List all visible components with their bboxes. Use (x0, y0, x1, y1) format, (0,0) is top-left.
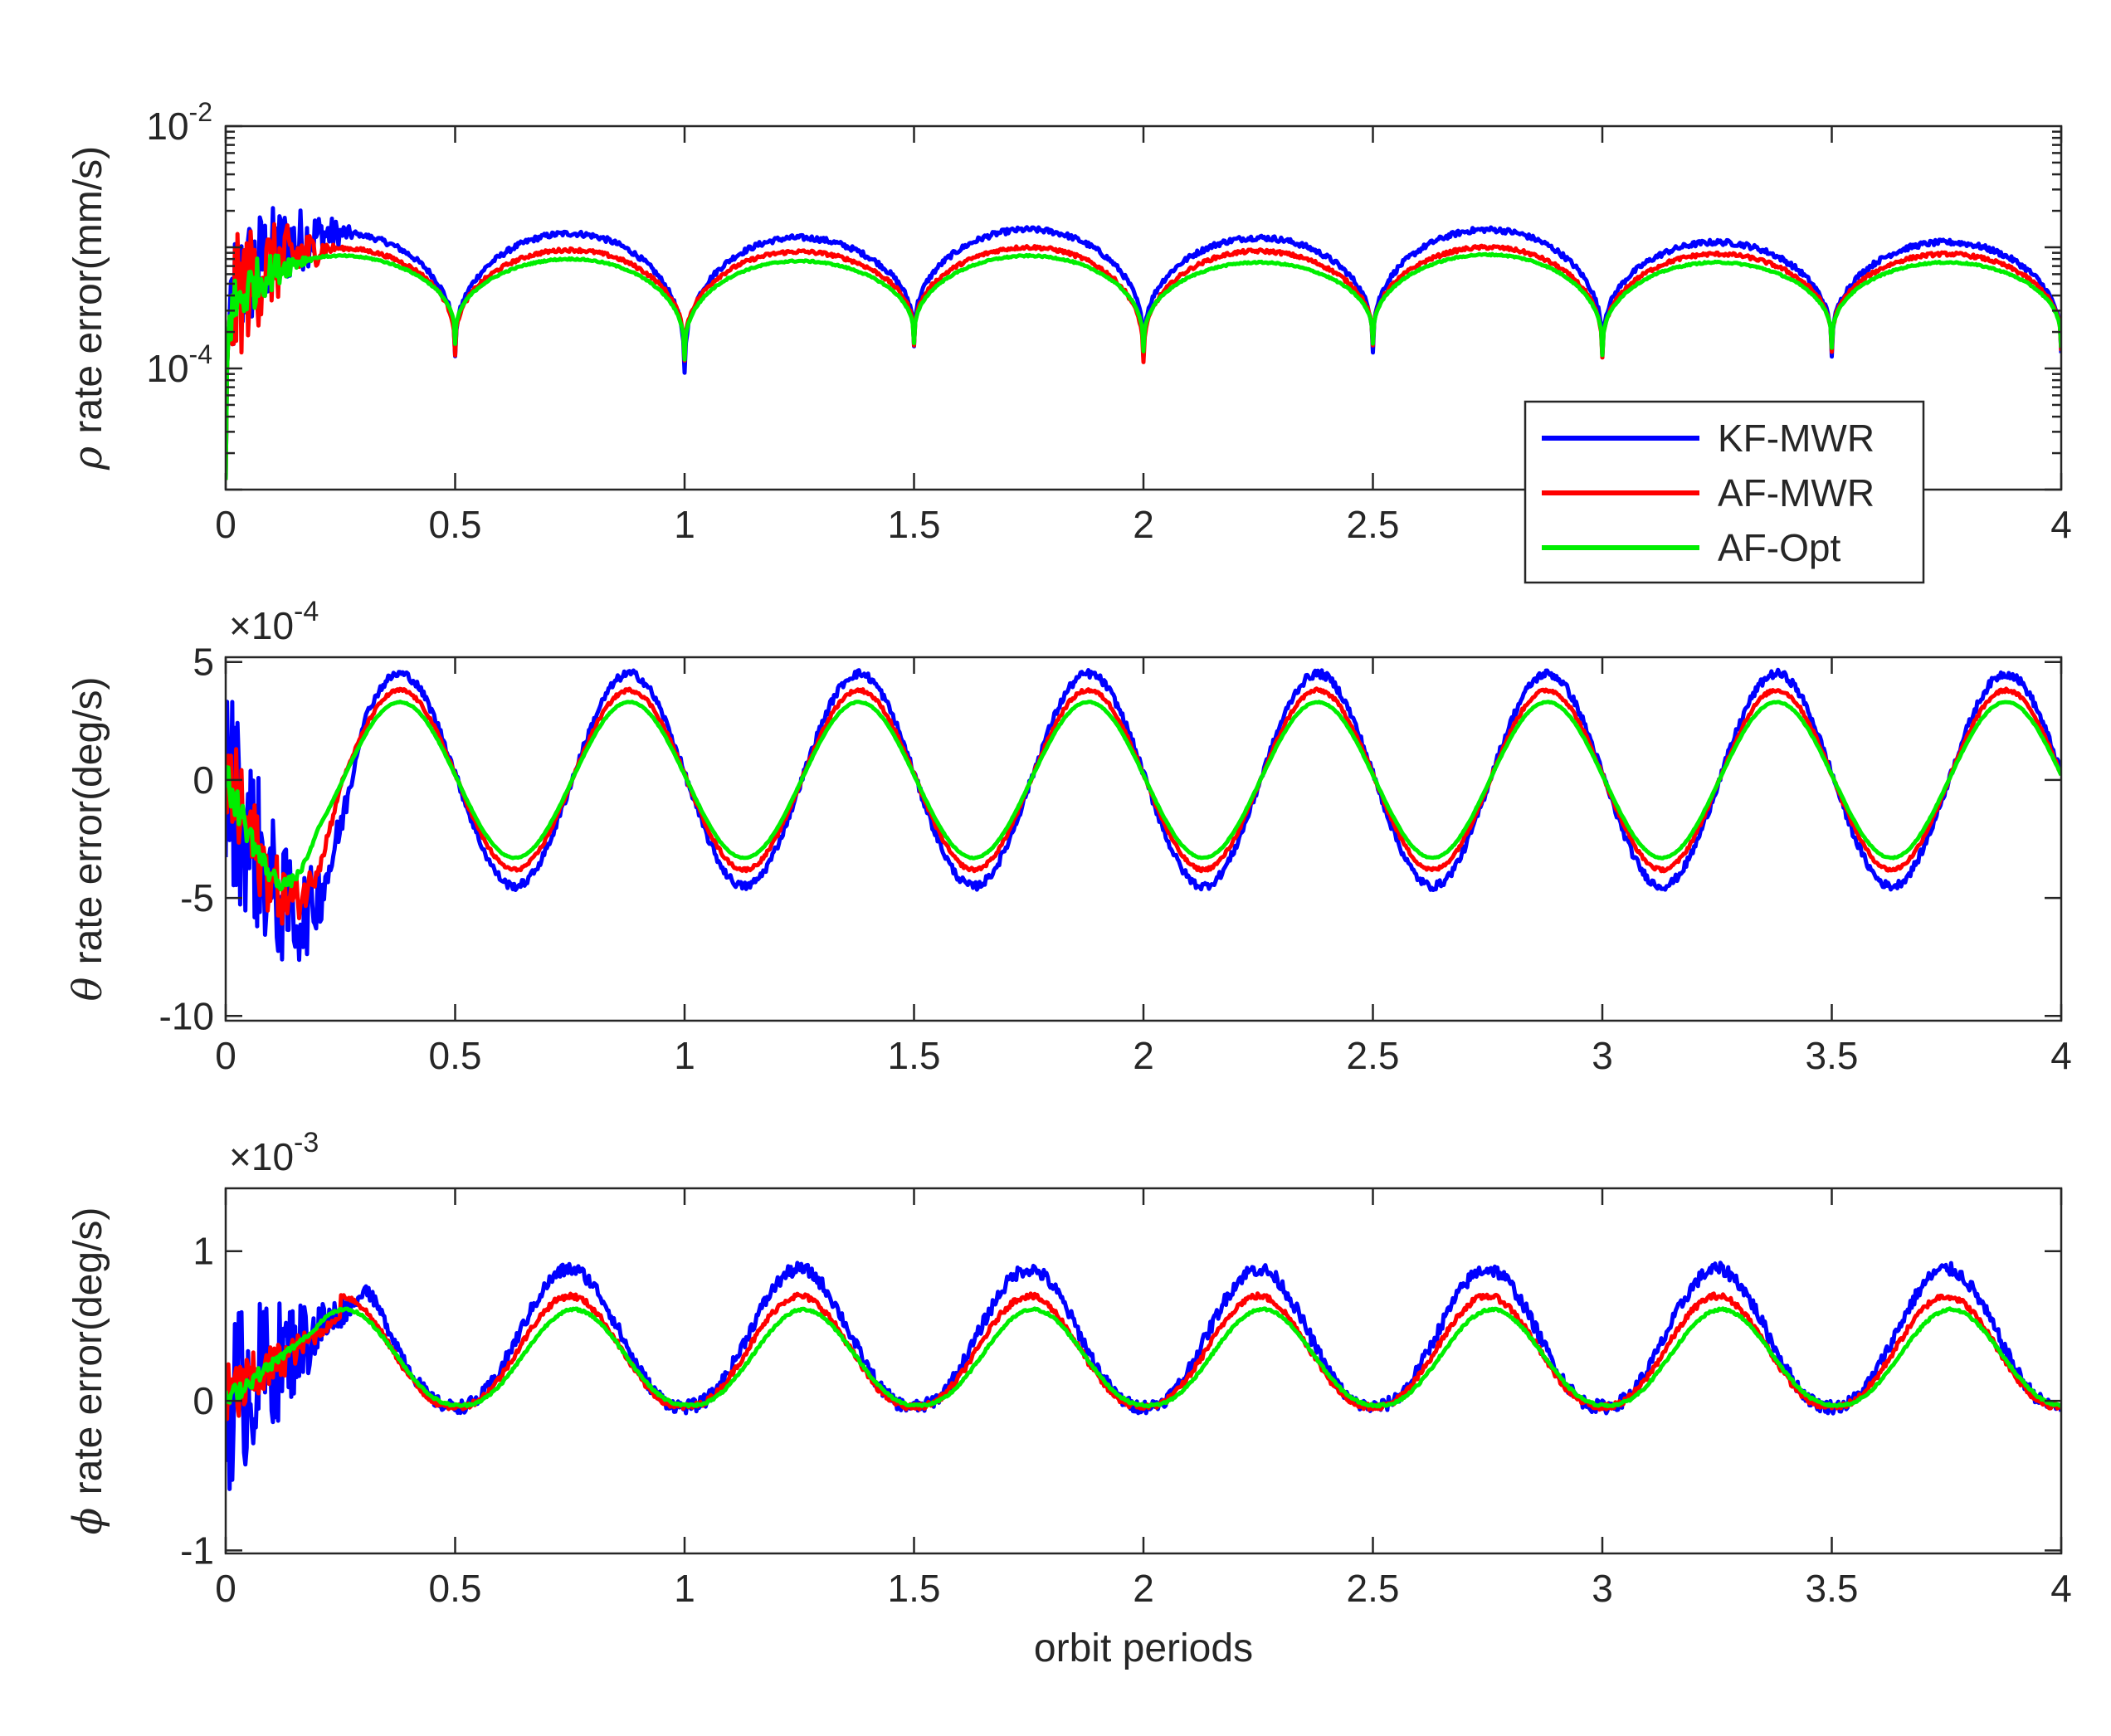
series-line-af-mwr (226, 222, 2061, 480)
legend-label: AF-MWR (1718, 471, 1875, 514)
x-tick-label: 1.5 (888, 503, 941, 546)
y-tick-label: -5 (180, 876, 214, 919)
x-tick-label: 0.5 (429, 1034, 482, 1077)
x-tick-label: 1 (674, 1034, 695, 1077)
panel-phi: 0 0.5 1 1.5 2 2.5 3 3.5 410-1×10-3ϕ rate error(d… (65, 1127, 2072, 1670)
x-tick-label: 4 (2050, 1567, 2072, 1610)
x-tick-label: 0.5 (429, 503, 482, 546)
series-group (226, 1261, 2061, 1491)
y-tick-label: -10 (159, 994, 214, 1037)
x-tick-label: 0 (215, 1567, 236, 1610)
y-tick-label: 5 (193, 641, 214, 684)
x-tick-label: 1 (674, 503, 695, 546)
panel-rho: 0 0.5 1 1.5 2 2.5 4 10-2 10-4 ρ rate error(mm/s) (65, 97, 2072, 546)
y-exponent-label: ×10-4 (229, 596, 319, 647)
x-tick-label: 2 (1133, 1567, 1154, 1610)
legend-label: KF-MWR (1718, 417, 1875, 460)
y-tick-label: 10-4 (146, 339, 212, 390)
x-tick-label: 4 (2050, 503, 2072, 546)
series-group (226, 667, 2061, 963)
legend: KF-MWR AF-MWR AF-Opt (1524, 400, 1925, 584)
series-line-af-opt (226, 700, 2061, 892)
x-tick-label: 3 (1592, 1034, 1613, 1077)
y-exponent-label: ×10-3 (229, 1127, 319, 1178)
y-axis-label: ρ rate error(mm/s) (65, 146, 111, 471)
y-tick-label: 1 (193, 1230, 214, 1273)
x-tick-label: 1 (674, 1567, 695, 1610)
x-tick-label: 2.5 (1347, 1567, 1400, 1610)
x-tick-label: 2 (1133, 1034, 1154, 1077)
x-tick-label: 3.5 (1806, 1034, 1859, 1077)
x-tick-label: 1.5 (888, 1034, 941, 1077)
y-tick-label: 0 (193, 1379, 214, 1422)
series-line-af-mwr (226, 1291, 2061, 1421)
series-line-af-opt (226, 1306, 2061, 1409)
panel-theta: 0 0.5 1 1.5 2 2.5 3 3.5 4 5 0 -5 -10 ×10-4 θ rate erro… (65, 596, 2072, 1077)
panels: 0 0.5 1 1.5 2 2.5 410-210-4ρ rate error(mm/s)0… (65, 97, 2072, 1670)
x-tick-label: 2.5 (1347, 1034, 1400, 1077)
y-tick-label: 10-2 (146, 97, 212, 148)
y-axis-label: ϕ rate error(deg/s) (65, 1207, 111, 1535)
y-tick-label: 0 (193, 758, 214, 802)
x-tick-label: 3.5 (1806, 1567, 1859, 1610)
x-tick-label: 0.5 (429, 1567, 482, 1610)
x-tick-label: 4 (2050, 1034, 2072, 1077)
x-tick-label: 2.5 (1347, 503, 1400, 546)
y-tick-label: -1 (180, 1529, 214, 1572)
series-line-af-opt (226, 251, 2061, 480)
legend-label: AF-Opt (1718, 526, 1840, 569)
series-group (226, 206, 2061, 480)
x-tick-label: 3 (1592, 1567, 1613, 1610)
y-axis-label: θ rate error(deg/s) (65, 677, 111, 1002)
x-tick-label: 1.5 (888, 1567, 941, 1610)
x-axis-label: orbit periods (1034, 1626, 1253, 1670)
x-tick-label: 2 (1133, 503, 1154, 546)
x-tick-label: 0 (215, 1034, 236, 1077)
x-tick-label: 0 (215, 503, 236, 546)
